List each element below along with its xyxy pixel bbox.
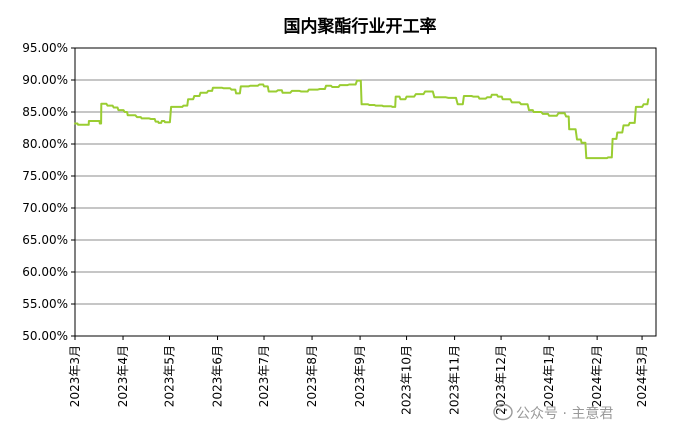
x-tick-label: 2024年1月: [542, 345, 556, 407]
chart-title: 国内聚酯行业开工率: [284, 16, 437, 37]
x-tick-label: 2023年11月: [448, 345, 462, 415]
series-layer: [74, 79, 650, 160]
y-tick-label: 80.00%: [22, 137, 68, 151]
y-tick-label: 65.00%: [22, 233, 68, 247]
y-tick-label: 90.00%: [22, 73, 68, 87]
y-tick-label: 50.00%: [22, 329, 68, 343]
wechat-bubble-icon: [493, 403, 513, 421]
gridlines: [75, 79, 656, 305]
x-tick-label: 2023年8月: [305, 345, 319, 407]
plot-area: [74, 47, 657, 337]
x-tick-label: 2023年9月: [353, 345, 367, 407]
x-tick-label: 2023年5月: [163, 345, 177, 407]
x-tick-label: 2024年3月: [635, 345, 649, 407]
watermark-text: 公众号 · 主意君: [516, 405, 613, 422]
x-tick-label: 2023年6月: [211, 345, 225, 407]
x-axis: 2023年3月 2023年4月 2023年5月 2023年6月 2023年7月 2023年…: [68, 336, 649, 415]
x-tick-label: 2023年7月: [257, 345, 271, 407]
y-tick-label: 70.00%: [22, 201, 68, 215]
x-tick-label: 2023年12月: [494, 345, 508, 415]
x-tick-label: 2023年10月: [400, 345, 414, 415]
x-tick-label: 2024年2月: [590, 345, 604, 407]
y-tick-label: 95.00%: [22, 41, 68, 55]
y-axis: 50.00% 55.00% 60.00% 65.00% 70.00% 75.00% 80.0…: [22, 41, 75, 343]
y-tick-label: 60.00%: [22, 265, 68, 279]
y-tick-label: 85.00%: [22, 105, 68, 119]
y-tick-label: 75.00%: [22, 169, 68, 183]
x-tick-label: 2023年4月: [116, 345, 130, 407]
series-line: [74, 79, 650, 160]
x-tick-label: 2023年3月: [68, 345, 82, 407]
y-tick-label: 55.00%: [22, 297, 68, 311]
watermark: 公众号 · 主意君: [493, 403, 613, 422]
